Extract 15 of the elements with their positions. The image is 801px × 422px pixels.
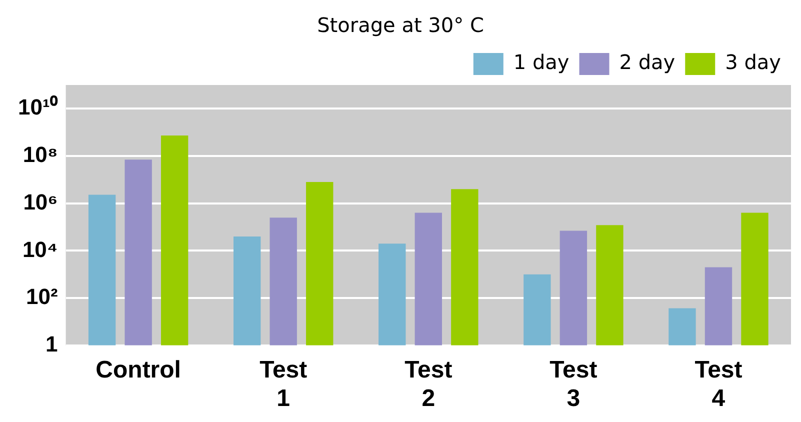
- y-tick-label: 10²: [26, 284, 58, 310]
- x-tick-label: Test 1: [260, 356, 308, 412]
- x-tick-label: Control: [96, 356, 181, 384]
- y-tick-label: 10¹⁰: [18, 94, 58, 120]
- x-tick-label: Test 2: [404, 356, 452, 412]
- legend-label: 1 day: [513, 50, 570, 74]
- legend-label: 3 day: [725, 50, 782, 74]
- y-tick-label: 10⁸: [22, 142, 58, 168]
- y-tick-label: 10⁶: [23, 189, 58, 214]
- y-tick-label: 1: [46, 331, 58, 356]
- x-tick-label: Test 3: [550, 356, 598, 412]
- chart-title: Storage at 30° C: [317, 13, 484, 38]
- legend-label: 2 day: [619, 50, 676, 74]
- y-tick-label: 10⁴: [22, 236, 58, 262]
- x-tick-label: Test 4: [694, 356, 742, 412]
